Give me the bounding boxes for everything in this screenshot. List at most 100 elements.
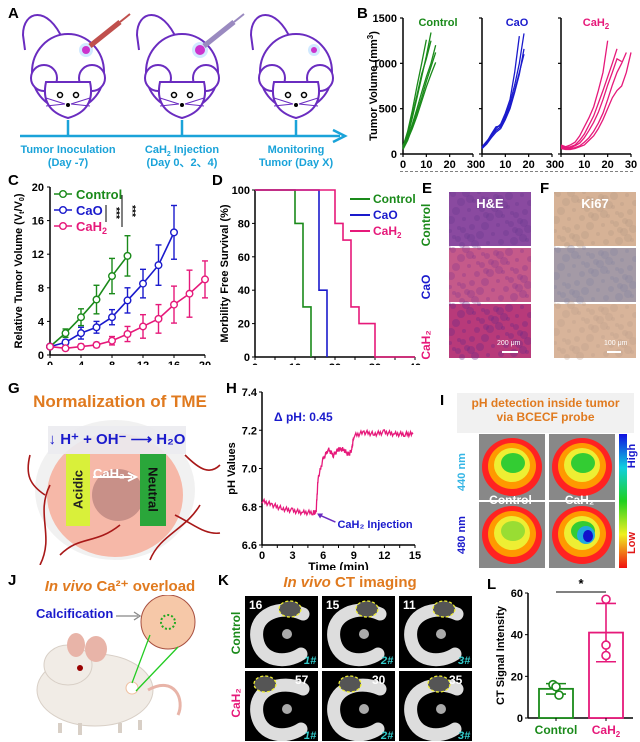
- ct-bone-structure: [250, 678, 310, 741]
- h-y-tick-label: 6.6: [242, 540, 257, 552]
- b-series-line: [560, 57, 622, 150]
- he-title: H&E: [476, 196, 504, 211]
- l-data-point: [601, 640, 611, 650]
- b-subplot-title: CaH2: [583, 17, 610, 31]
- panel-k-letter: K: [218, 572, 229, 589]
- data-point: [200, 275, 209, 284]
- tumor-roi-circle: [338, 675, 362, 693]
- legend-label: CaH2: [373, 224, 402, 240]
- blood-vessel: [174, 514, 221, 535]
- blood-vessel: [59, 524, 121, 556]
- panel-a-schematic: Tumor Inoculation(Day -7) CaH2 Injection(…: [20, 13, 348, 169]
- i-title-box: pH detection inside tumor via BCECF prob…: [457, 393, 634, 433]
- d-y-tick-label: 100: [232, 185, 250, 197]
- h-y-tick-label: 6.8: [242, 502, 257, 514]
- l-y-tick-label: 0: [517, 713, 523, 725]
- l-data-point: [551, 681, 561, 692]
- h-x-tick-label: 9: [351, 550, 357, 562]
- ct-mouse-id: 3#: [458, 730, 471, 741]
- i-row-label-480: 480 nm: [456, 516, 468, 554]
- h-x-tick-label: 15: [409, 550, 421, 562]
- b-series-line: [481, 48, 525, 150]
- legend-marker: [59, 222, 68, 231]
- c-series: [46, 260, 209, 353]
- ki67-image-0: [554, 192, 636, 246]
- d-y-tick-label: 60: [238, 252, 250, 264]
- h-x-axis-label: Time (min): [308, 560, 368, 570]
- blood-vessel: [149, 504, 201, 561]
- mouse-ear: [67, 633, 85, 657]
- ct-mouse-id: 2#: [380, 730, 394, 741]
- l-y-tick-label: 60: [511, 588, 523, 600]
- mouse-ear: [85, 636, 107, 662]
- data-point: [107, 272, 116, 281]
- c-x-tick-label: 8: [109, 360, 115, 365]
- timeline-step-label: Tumor Inoculation: [20, 144, 115, 156]
- e-row-label-cah2: CaH₂: [419, 330, 433, 360]
- delta-ph-annotation: Δ pH: 0.45: [274, 410, 333, 424]
- ki67-scale-bar: [607, 351, 621, 353]
- data-point: [169, 228, 178, 237]
- significance-mark: ***: [110, 207, 121, 219]
- ki67-image-1: [554, 248, 636, 302]
- tumor-core: [92, 469, 144, 521]
- d-y-tick-label: 40: [238, 285, 250, 297]
- b-x-tick-label: 10: [499, 159, 511, 171]
- mouse-tail: [147, 683, 182, 716]
- i-row-label-440: 440 nm: [456, 453, 468, 491]
- panel-f-letter: F: [540, 180, 550, 197]
- data-point: [123, 296, 132, 305]
- d-survival-curve: [255, 189, 328, 357]
- data-point: [61, 329, 70, 338]
- cah2-center-label: CaH₂: [93, 466, 125, 481]
- syringe-icon: [88, 20, 122, 48]
- h-ph-trace: [261, 428, 414, 517]
- d-survival-curve: [255, 189, 312, 357]
- ct-mouse-id: 2#: [380, 655, 394, 667]
- data-point: [138, 279, 147, 288]
- data-point: [138, 322, 147, 331]
- tumor-dot: [195, 45, 205, 55]
- ct-value-label: 15: [326, 598, 340, 612]
- h-y-axis-label: pH Values: [226, 442, 238, 495]
- k-row-label-control: Control: [229, 611, 243, 655]
- l-data-point: [554, 690, 564, 700]
- right-arrow-icon: [127, 472, 139, 482]
- data-point: [123, 251, 132, 260]
- syringe-icon: [202, 20, 236, 48]
- b-y-tick-label: 500: [379, 104, 397, 116]
- data-point: [154, 314, 163, 323]
- b-subplot-title: Control: [418, 17, 457, 29]
- b-y-axis-label: Tumor Volume (mm3): [366, 31, 380, 141]
- panel-h-letter: H: [226, 380, 237, 397]
- b-x-tick-label: 10: [578, 159, 590, 171]
- l-y-tick-label: 40: [511, 630, 523, 642]
- callout-arrow-icon: [133, 611, 142, 621]
- ki67-scale-bar-label: 100 μm: [604, 340, 628, 347]
- c-y-tick-label: 4: [38, 316, 45, 328]
- data-point: [46, 342, 55, 351]
- chart-d-survival: 0 20 40 60 80 100 0 10 20 30 40 Morbility Free Surv…: [219, 185, 421, 365]
- b-x-tick-label: 10: [420, 159, 432, 171]
- k-title: In vivo CT imaging: [283, 574, 417, 591]
- ct-mouse-id: 1#: [304, 655, 317, 667]
- b-x-tick-label: 0: [400, 159, 406, 171]
- timeline-step-date: Tumor (Day X): [259, 157, 334, 169]
- tumor-roi-circle: [427, 675, 451, 693]
- data-point: [61, 344, 70, 353]
- panel-j-letter: J: [8, 572, 17, 589]
- data-point: [92, 295, 101, 304]
- data-point: [185, 289, 194, 298]
- data-point: [76, 342, 85, 351]
- l-y-tick-label: 20: [511, 671, 523, 683]
- bcecf-fluorescence-images: [455, 434, 640, 568]
- g-title: Normalization of TME: [33, 392, 207, 411]
- timeline-arrow-icon: [332, 128, 348, 144]
- d-x-tick-label: 0: [252, 362, 258, 365]
- mouse-icon: [249, 14, 334, 136]
- ct-mouse-id: 1#: [304, 730, 317, 741]
- d-survival-curve: [255, 189, 415, 358]
- tumor-roi-circle: [432, 600, 456, 618]
- data-point: [92, 340, 101, 349]
